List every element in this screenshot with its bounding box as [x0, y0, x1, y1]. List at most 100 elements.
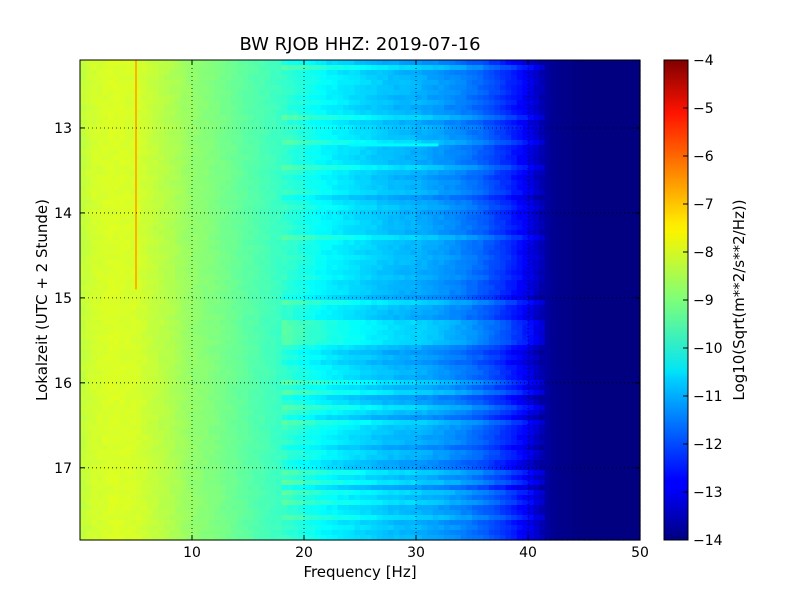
heatmap-cell [544, 120, 551, 126]
heatmap-cell [550, 145, 557, 151]
heatmap-cell [320, 120, 327, 126]
heatmap-cell [292, 155, 299, 161]
heatmap-cell [528, 130, 535, 136]
heatmap-cell [550, 225, 557, 231]
heatmap-cell [332, 230, 339, 236]
heatmap-cell [292, 275, 299, 281]
heatmap-cell [511, 60, 518, 66]
heatmap-cell [158, 305, 165, 311]
heatmap-cell [522, 155, 529, 161]
heatmap-cell [516, 180, 523, 186]
heatmap-cell [287, 245, 294, 251]
heatmap-cell [276, 205, 283, 211]
heatmap-cell [147, 275, 154, 281]
heatmap-cell [108, 235, 115, 241]
heatmap-cell [488, 90, 495, 96]
heatmap-cell [180, 65, 187, 71]
heatmap-cell [292, 110, 299, 116]
heatmap-cell [253, 130, 260, 136]
heatmap-cell [444, 260, 451, 266]
heatmap-cell [612, 100, 619, 106]
heatmap-cell [388, 210, 395, 216]
heatmap-cell [360, 200, 367, 206]
heatmap-cell [600, 215, 607, 221]
heatmap-cell [589, 180, 596, 186]
heatmap-cell [85, 160, 92, 166]
heatmap-cell [623, 110, 630, 116]
heatmap-cell [309, 115, 316, 121]
heatmap-cell [236, 100, 243, 106]
heatmap-cell [522, 285, 529, 291]
heatmap-cell [91, 145, 98, 151]
heatmap-cell [108, 260, 115, 266]
heatmap-cell [343, 110, 350, 116]
heatmap-cell [382, 225, 389, 231]
heatmap-cell [455, 135, 462, 141]
heatmap-cell [617, 245, 624, 251]
heatmap-cell [102, 265, 109, 271]
heatmap-cell [354, 190, 361, 196]
heatmap-cell [522, 240, 529, 246]
heatmap-cell [158, 265, 165, 271]
heatmap-cell [578, 215, 585, 221]
heatmap-cell [332, 60, 339, 66]
heatmap-cell [567, 230, 574, 236]
heatmap-cell [516, 200, 523, 206]
heatmap-cell [253, 155, 260, 161]
heatmap-cell [136, 105, 143, 111]
heatmap-cell [108, 180, 115, 186]
heatmap-cell [388, 125, 395, 131]
heatmap-cell [595, 145, 602, 151]
heatmap-cell [376, 290, 383, 296]
heatmap-cell [214, 150, 221, 156]
heatmap-cell [533, 265, 540, 271]
heatmap-cell [494, 255, 501, 261]
heatmap-cell [421, 175, 428, 181]
heatmap-cell [180, 160, 187, 166]
heatmap-cell [85, 275, 92, 281]
heatmap-cell [505, 150, 512, 156]
heatmap-cell [556, 155, 563, 161]
heatmap-cell [533, 150, 540, 156]
heatmap-cell [533, 250, 540, 256]
heatmap-cell [410, 140, 417, 146]
heatmap-cell [320, 145, 327, 151]
heatmap-cell [326, 195, 333, 201]
heatmap-cell [136, 200, 143, 206]
heatmap-cell [96, 115, 103, 121]
heatmap-cell [326, 250, 333, 256]
heatmap-cell [360, 100, 367, 106]
heatmap-cell [488, 265, 495, 271]
heatmap-cell [600, 110, 607, 116]
heatmap-cell [488, 220, 495, 226]
heatmap-cell [584, 100, 591, 106]
heatmap-cell [438, 245, 445, 251]
heatmap-cell [320, 295, 327, 301]
heatmap-cell [393, 70, 400, 76]
heatmap-cell [281, 165, 288, 171]
heatmap-cell [628, 225, 635, 231]
heatmap-cell [276, 265, 283, 271]
heatmap-cell [147, 200, 154, 206]
heatmap-cell [354, 155, 361, 161]
heatmap-cell [612, 240, 619, 246]
heatmap-cell [561, 185, 568, 191]
heatmap-cell [225, 250, 232, 256]
heatmap-cell [539, 290, 546, 296]
heatmap-cell [455, 265, 462, 271]
heatmap-cell [85, 85, 92, 91]
heatmap-cell [595, 70, 602, 76]
heatmap-cell [477, 60, 484, 66]
heatmap-cell [158, 220, 165, 226]
heatmap-cell [628, 130, 635, 136]
heatmap-cell [606, 170, 613, 176]
heatmap-cell [309, 230, 316, 236]
heatmap-cell [600, 120, 607, 126]
heatmap-cell [376, 135, 383, 141]
heatmap-cell [483, 205, 490, 211]
heatmap-cell [298, 170, 305, 176]
heatmap-cell [298, 230, 305, 236]
heatmap-cell [365, 260, 372, 266]
heatmap-cell [410, 75, 417, 81]
heatmap-cell [539, 295, 546, 301]
